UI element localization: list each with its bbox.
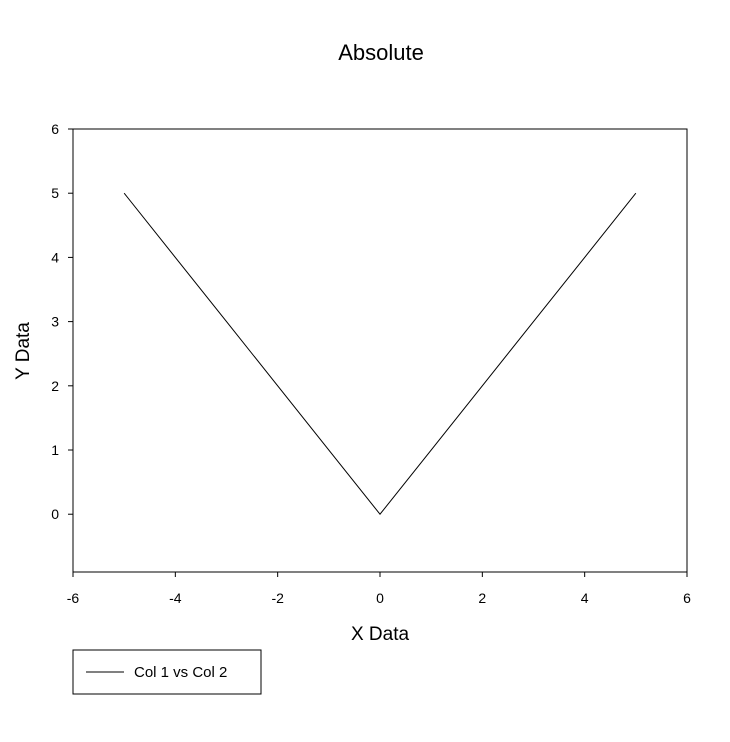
y-tick-label: 4: [51, 249, 59, 265]
x-axis-ticks: -6 -4 -2 0 2 4 6: [67, 572, 691, 606]
y-axis-ticks: 0 1 2 3 4 5 6: [51, 121, 73, 522]
y-tick-label: 2: [51, 378, 59, 394]
chart-title: Absolute: [338, 40, 424, 65]
y-tick-label: 3: [51, 314, 59, 330]
series-line: [123, 192, 637, 516]
y-tick-label: 1: [51, 442, 59, 458]
y-axis-label: Y Data: [13, 322, 34, 380]
series-layer: [123, 192, 637, 516]
legend: Col 1 vs Col 2: [72, 649, 262, 695]
y-tick-label: 0: [51, 506, 59, 522]
x-tick-label: -2: [271, 590, 284, 606]
x-tick-label: 2: [478, 590, 486, 606]
x-tick-label: -4: [169, 590, 182, 606]
y-tick-label: 5: [51, 185, 59, 201]
legend-label: Col 1 vs Col 2: [134, 664, 227, 681]
x-axis-label: X Data: [351, 624, 410, 645]
x-tick-label: 6: [683, 590, 691, 606]
x-tick-label: 0: [376, 590, 384, 606]
plot-area: [72, 128, 688, 573]
x-tick-label: -6: [67, 590, 80, 606]
y-tick-label: 6: [51, 121, 59, 137]
x-tick-label: 4: [581, 590, 589, 606]
